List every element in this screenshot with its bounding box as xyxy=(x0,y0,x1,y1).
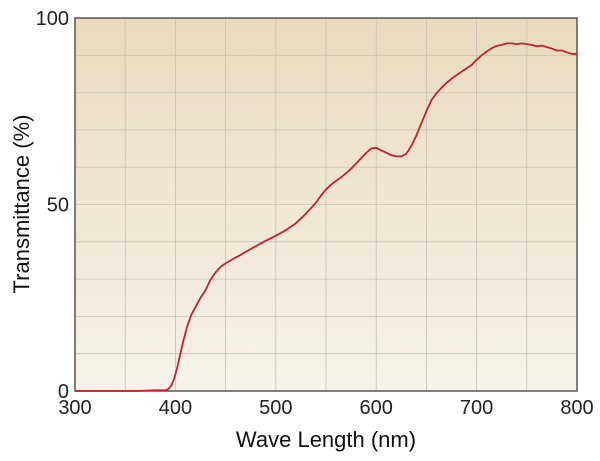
plot-frame xyxy=(74,17,578,392)
series-lines xyxy=(75,42,578,392)
x-tick-label: 800 xyxy=(560,397,593,419)
grid xyxy=(75,18,577,391)
x-tick-label: 500 xyxy=(259,397,292,419)
y-tick-label: 50 xyxy=(47,195,69,217)
x-tick-label: 600 xyxy=(360,397,393,419)
x-tick-label: 700 xyxy=(460,397,493,419)
y-axis-title: Transmittance (%) xyxy=(9,115,34,294)
x-axis-title: Wave Length (nm) xyxy=(236,427,416,452)
x-tick-label: 300 xyxy=(58,397,91,419)
y-tick-label: 0 xyxy=(58,381,69,403)
tick-labels: 300 400 500 600 700 800 0 50 100 xyxy=(36,8,594,419)
series-line-1 xyxy=(75,42,578,392)
y-tick-label: 100 xyxy=(36,8,69,30)
x-tick-label: 400 xyxy=(159,397,192,419)
